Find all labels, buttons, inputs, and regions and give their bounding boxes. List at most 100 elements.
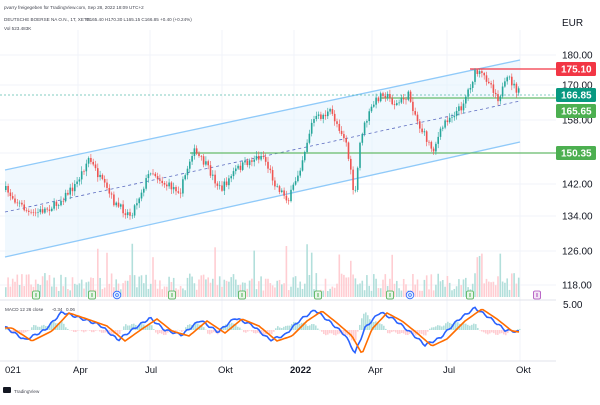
price-tag-support-2: 150.35 — [556, 146, 596, 160]
earnings-marker[interactable] — [406, 291, 414, 299]
earnings-marker[interactable] — [113, 291, 121, 299]
macd-histogram-bar — [321, 330, 323, 332]
volume-bar — [394, 284, 396, 297]
macd-histogram-bar — [393, 330, 395, 331]
volume-bar — [500, 254, 502, 297]
volume-bar — [481, 254, 483, 297]
volume-bar — [109, 284, 111, 297]
earnings-marker[interactable] — [534, 291, 541, 299]
macd-histogram-bar — [473, 324, 475, 330]
volume-bar — [435, 285, 437, 297]
macd-histogram-bar — [333, 330, 335, 335]
volume-bar — [230, 277, 232, 297]
dividend-marker[interactable] — [89, 291, 96, 299]
volume-bar — [267, 279, 269, 297]
dividend-marker[interactable] — [169, 291, 176, 299]
price-tick-label: 142.00 — [562, 180, 593, 191]
macd-histogram-bar — [331, 330, 333, 333]
macd-histogram-bar — [465, 324, 467, 330]
volume-bar — [127, 281, 129, 297]
macd-histogram-bar — [357, 330, 359, 332]
volume-bar — [375, 279, 377, 297]
candle — [408, 90, 410, 101]
time-label-2022: 2022 — [290, 365, 311, 376]
volume-bar — [65, 277, 67, 297]
volume-bar — [132, 244, 134, 297]
macd-histogram-bar — [305, 324, 307, 330]
volume-bar — [134, 275, 136, 297]
macd-histogram-bar — [77, 330, 79, 331]
dividend-marker[interactable] — [387, 291, 394, 299]
time-label-jul-2022: Jul — [443, 365, 455, 376]
volume-bar — [454, 289, 456, 297]
dividend-marker[interactable] — [467, 291, 474, 299]
volume-bar — [212, 279, 214, 297]
volume-bar — [398, 288, 400, 297]
macd-histogram-bar — [389, 330, 391, 333]
macd-histogram-bar — [27, 330, 29, 331]
volume-bar — [516, 284, 518, 297]
volume-bar — [272, 285, 274, 297]
volume-bar — [198, 279, 200, 297]
volume-bar — [290, 287, 292, 297]
macd-histogram-bar — [395, 330, 397, 333]
macd-histogram-bar — [367, 315, 369, 330]
macd-histogram-bar — [517, 329, 519, 330]
macd-histogram-bar — [31, 327, 33, 330]
macd-histogram-bar — [397, 330, 399, 334]
price-tick-label: 180.00 — [562, 51, 593, 62]
macd-histogram-bar — [497, 330, 499, 335]
macd-histogram-bar — [101, 330, 103, 333]
macd-histogram-bar — [385, 329, 387, 330]
volume-bar — [511, 273, 513, 297]
volume-bar — [233, 274, 235, 297]
time-label-jul-2021: Jul — [145, 365, 157, 376]
macd-histogram-bar — [39, 327, 41, 330]
macd-histogram-bar — [317, 329, 319, 330]
macd-histogram-bar — [335, 330, 337, 335]
volume-bar — [53, 278, 55, 297]
volume-bar — [302, 289, 304, 297]
macd-histogram-bar — [85, 330, 87, 331]
volume-bar — [210, 283, 212, 297]
volume-bar — [329, 289, 331, 297]
volume-bar — [180, 286, 182, 297]
macd-histogram-bar — [237, 327, 239, 330]
macd-histogram-bar — [355, 330, 357, 340]
volume-bar — [306, 244, 308, 297]
macd-histogram-bar — [159, 330, 161, 333]
volume-bar — [63, 286, 65, 297]
volume-bar — [279, 280, 281, 297]
volume-bar — [362, 281, 364, 297]
volume-bar — [221, 287, 223, 297]
volume-bar — [226, 281, 228, 297]
macd-histogram-bar — [245, 330, 247, 333]
dividend-marker[interactable] — [315, 291, 322, 299]
volume-bar — [479, 256, 481, 297]
dividend-marker[interactable] — [33, 291, 40, 299]
volume-bar — [304, 284, 306, 297]
price-tag-resistance: 175.10 — [556, 62, 596, 76]
price-tick-label: 118.00 — [562, 281, 592, 292]
macd-histogram-bar — [255, 330, 257, 333]
macd-histogram-bar — [249, 330, 251, 331]
volume-bar — [60, 275, 62, 297]
brand-name: TradingView — [14, 389, 40, 394]
volume-bar — [217, 285, 219, 297]
volume-bar — [293, 277, 295, 297]
macd-histogram-bar — [91, 330, 93, 332]
volume-bar — [263, 290, 265, 297]
candle — [359, 142, 361, 171]
volume-bar — [274, 287, 276, 297]
volume-bar — [42, 276, 44, 297]
macd-histogram-bar — [435, 326, 437, 330]
volume-bar — [219, 276, 221, 297]
macd-histogram-bar — [487, 330, 489, 334]
macd-histogram-bar — [337, 330, 339, 334]
dividend-marker[interactable] — [239, 291, 246, 299]
volume-bar — [182, 288, 184, 297]
macd-histogram-bar — [493, 330, 495, 333]
macd-histogram-bar — [99, 330, 101, 332]
